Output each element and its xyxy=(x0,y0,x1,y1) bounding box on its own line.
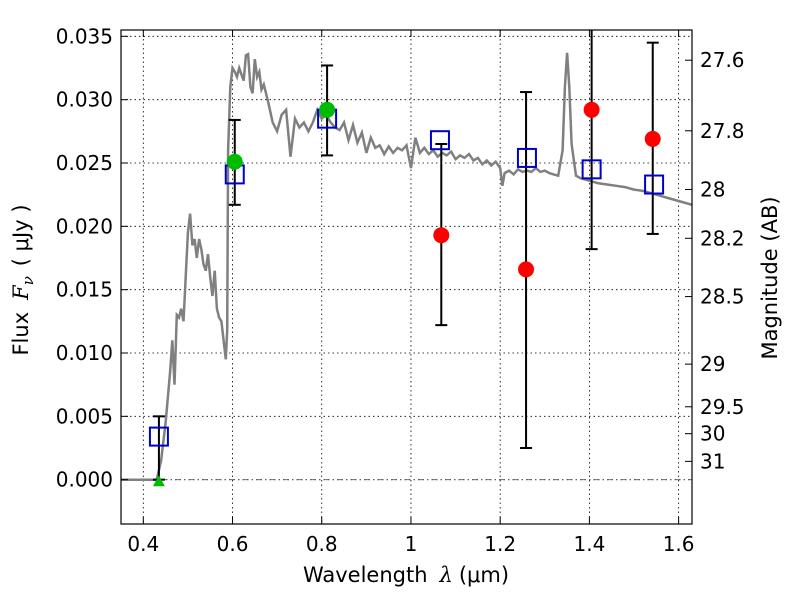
y2-tick-label: 31 xyxy=(700,449,725,473)
hst-detection-point xyxy=(644,130,661,147)
x-tick-label: 1 xyxy=(405,532,418,556)
data-markers xyxy=(148,101,665,487)
y2-tick-label: 29.5 xyxy=(700,395,745,419)
y2-tick-label: 30 xyxy=(700,422,725,446)
grid-lines xyxy=(121,30,692,524)
model-spectrum-line xyxy=(121,52,692,481)
model-point xyxy=(148,426,169,447)
ground-detection-point xyxy=(319,101,336,118)
x-tick-label: 1.2 xyxy=(484,532,516,556)
ground-detection-point xyxy=(226,153,243,170)
y2-tick-label: 28.5 xyxy=(700,285,745,309)
hst-detection-point xyxy=(518,261,535,278)
y2-axis-label: Magnitude (AB) xyxy=(758,196,782,359)
y-tick-label: 0.025 xyxy=(56,151,113,175)
axis-ticks: 0.4 0.6 0.8 1 1.2 1.4 1.6 0.000 0.005 0.010 0.015 0… xyxy=(56,24,745,556)
y-tick-label: 0.020 xyxy=(56,214,113,238)
x-tick-label: 1.6 xyxy=(663,532,695,556)
x-tick-label: 0.4 xyxy=(127,532,159,556)
y-tick-label: 0.035 xyxy=(56,24,113,48)
y-tick-label: 0.010 xyxy=(56,341,113,365)
y-tick-label: 0.030 xyxy=(56,88,113,112)
model-point xyxy=(429,130,450,151)
x-tick-label: 0.6 xyxy=(217,532,249,556)
y2-tick-label: 27.8 xyxy=(700,119,745,143)
hst-detection-point xyxy=(433,227,450,244)
upper-limit-marker xyxy=(152,475,165,487)
y-tick-label: 0.005 xyxy=(56,404,113,428)
y2-tick-label: 28 xyxy=(700,177,725,201)
y2-tick-label: 28.2 xyxy=(700,226,745,250)
y-tick-label: 0.000 xyxy=(56,468,113,492)
model-point xyxy=(581,159,602,180)
model-point xyxy=(644,174,665,195)
x-tick-label: 1.4 xyxy=(573,532,605,556)
plot-frame xyxy=(120,29,693,525)
y-tick-label: 0.015 xyxy=(56,278,113,302)
y2-tick-label: 27.6 xyxy=(700,48,745,72)
y-axis-label: FluxFν( μJy ) xyxy=(9,204,37,355)
hst-detection-point xyxy=(583,101,600,118)
y2-tick-label: 29 xyxy=(700,352,725,376)
x-axis-label: Wavelength λ (μm) xyxy=(303,563,509,587)
x-tick-label: 0.8 xyxy=(306,532,338,556)
model-point xyxy=(516,147,537,168)
